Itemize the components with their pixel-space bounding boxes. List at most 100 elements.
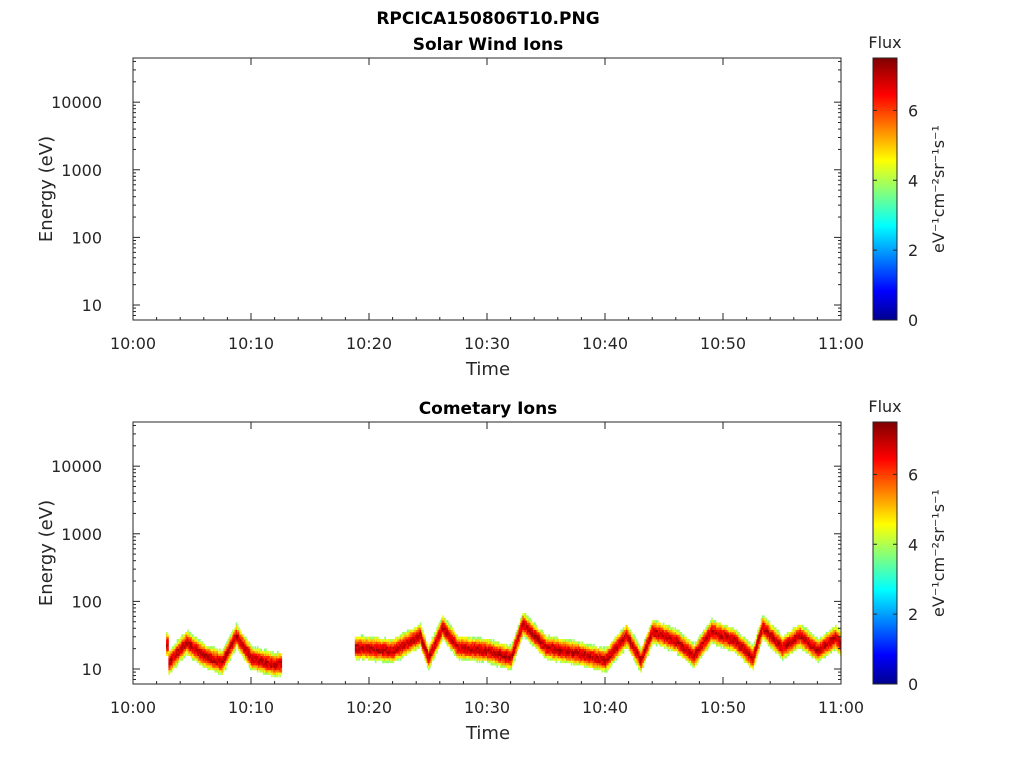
- flux-cell: [638, 646, 640, 649]
- flux-cell: [247, 643, 250, 647]
- flux-cell: [684, 643, 686, 647]
- flux-cell: [166, 653, 168, 657]
- flux-cell: [752, 653, 755, 657]
- flux-cell: [482, 639, 484, 642]
- flux-cell: [207, 646, 209, 649]
- flux-cell: [358, 639, 360, 642]
- flux-cell: [180, 657, 182, 661]
- flux-cell: [208, 662, 211, 666]
- flux-cell: [656, 631, 659, 635]
- flux-cell: [758, 643, 760, 647]
- flux-cell: [488, 643, 490, 647]
- flux-cell: [230, 641, 233, 645]
- flux-cell: [379, 655, 382, 659]
- flux-cell: [440, 634, 443, 638]
- flux-cell: [411, 629, 414, 633]
- flux-cell: [433, 653, 436, 657]
- flux-cell: [271, 672, 273, 675]
- flux-cell: [642, 643, 645, 647]
- flux-cell: [182, 634, 185, 638]
- flux-cell: [789, 650, 791, 654]
- flux-cell: [516, 636, 519, 640]
- flux-cell: [431, 648, 434, 652]
- flux-cell: [737, 650, 739, 654]
- flux-cell: [773, 636, 776, 640]
- flux-cell: [209, 655, 212, 659]
- flux-cell: [576, 653, 579, 657]
- flux-cell: [204, 648, 207, 652]
- flux-cell: [241, 650, 244, 654]
- flux-cell: [719, 631, 722, 635]
- flux-cell: [669, 627, 672, 630]
- flux-cell: [435, 641, 437, 645]
- flux-cell: [252, 655, 254, 659]
- flux-cell: [383, 650, 385, 654]
- flux-cell: [575, 662, 578, 666]
- flux-cell: [516, 648, 519, 652]
- flux-cell: [501, 650, 503, 654]
- flux-cell: [562, 643, 565, 647]
- flux-cell: [259, 662, 261, 666]
- flux-cell: [597, 648, 600, 652]
- flux-cell: [225, 653, 227, 657]
- flux-cell: [758, 627, 760, 630]
- flux-cell: [733, 629, 736, 633]
- flux-cell: [688, 648, 691, 652]
- flux-cell: [206, 648, 208, 652]
- flux-cell: [265, 653, 267, 657]
- flux-cell: [279, 665, 281, 668]
- flux-cell: [733, 639, 736, 642]
- flux-cell: [430, 660, 432, 664]
- flux-cell: [802, 634, 804, 638]
- flux-cell: [715, 636, 718, 640]
- flux-cell: [601, 657, 604, 661]
- flux-cell: [761, 615, 764, 619]
- flux-cell: [798, 624, 801, 628]
- flux-cell: [476, 636, 478, 640]
- flux-cell: [416, 636, 418, 640]
- flux-cell: [756, 641, 758, 645]
- flux-cell: [744, 650, 746, 654]
- flux-cell: [501, 660, 503, 664]
- flux-cell: [423, 648, 425, 652]
- flux-cell: [615, 639, 618, 642]
- flux-cell: [647, 631, 650, 635]
- flux-cell: [479, 639, 482, 642]
- flux-cell: [433, 639, 436, 642]
- flux-cell: [169, 669, 172, 673]
- flux-cell: [407, 650, 410, 654]
- flux-cell: [717, 639, 719, 642]
- flux-cell: [444, 636, 447, 640]
- flux-cell: [183, 646, 186, 649]
- flux-cell: [525, 622, 528, 626]
- flux-cell: [276, 672, 279, 675]
- flux-cell: [505, 665, 508, 668]
- flux-cell: [733, 634, 736, 638]
- flux-cell: [403, 653, 405, 657]
- flux-cell: [488, 657, 490, 661]
- flux-cell: [383, 660, 385, 664]
- flux-cell: [233, 636, 235, 640]
- flux-cell: [456, 650, 458, 654]
- flux-cell: [603, 665, 606, 668]
- flux-cell: [639, 657, 641, 661]
- flux-cell: [773, 646, 776, 649]
- flux-cell: [393, 650, 396, 654]
- flux-cell: [800, 646, 803, 649]
- flux-cell: [546, 653, 548, 657]
- flux-cell: [279, 660, 281, 664]
- flux-cell: [518, 627, 521, 630]
- flux-cell: [361, 636, 364, 640]
- flux-cell: [654, 629, 657, 633]
- flux-cell: [701, 650, 704, 654]
- flux-cell: [804, 648, 806, 652]
- flux-cell: [210, 662, 213, 666]
- flux-cell: [501, 655, 503, 659]
- flux-cell: [561, 660, 563, 664]
- flux-cell: [251, 650, 253, 654]
- flux-cell: [714, 629, 717, 633]
- flux-cell: [176, 662, 179, 666]
- flux-cell: [374, 646, 377, 649]
- flux-cell: [789, 639, 791, 642]
- flux-cell: [666, 624, 668, 628]
